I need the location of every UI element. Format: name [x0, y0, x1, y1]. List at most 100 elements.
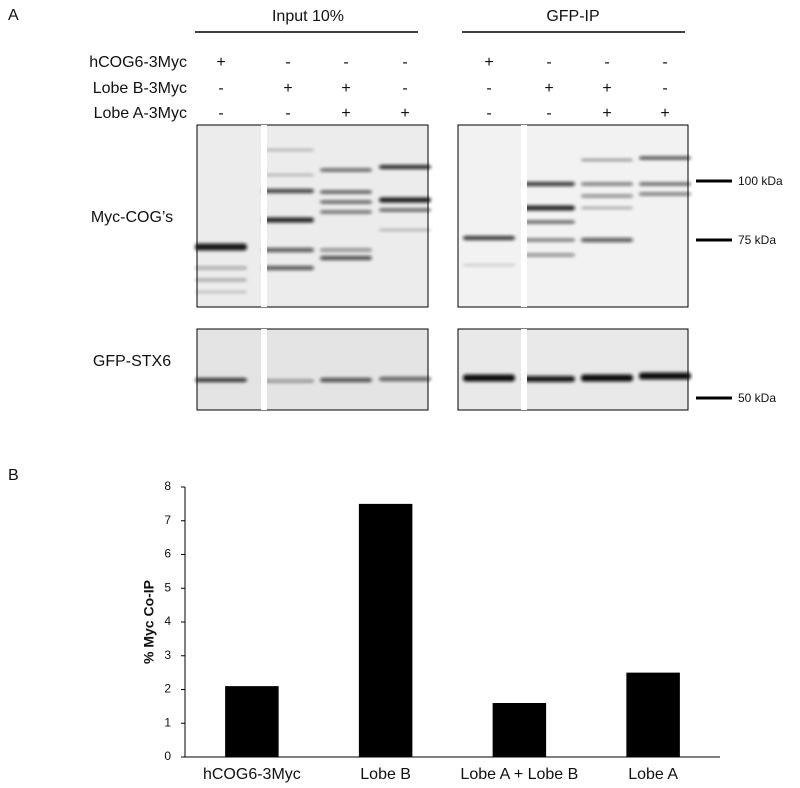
separator [261, 125, 267, 307]
row-label: hCOG6-3Myc [89, 54, 187, 71]
y-tick-label: 2 [164, 682, 171, 696]
band [320, 248, 372, 252]
band [379, 208, 431, 212]
band [379, 377, 431, 381]
band [639, 182, 691, 186]
band [195, 243, 247, 251]
panel-label: B [8, 467, 19, 484]
separator [521, 329, 527, 410]
group-title: Input 10% [272, 8, 344, 25]
y-tick-label: 6 [164, 547, 171, 561]
band [262, 217, 314, 223]
row-label: Lobe A-3Myc [94, 105, 187, 122]
band [639, 372, 691, 380]
sign: - [402, 80, 407, 97]
band [262, 189, 314, 193]
band [639, 192, 691, 196]
sign: - [218, 80, 223, 97]
bar [358, 503, 413, 757]
y-tick-label: 5 [164, 580, 171, 594]
sign: - [546, 54, 551, 71]
band [463, 374, 515, 382]
sign: + [602, 105, 611, 122]
sign: - [285, 105, 290, 122]
band [523, 220, 575, 224]
band [262, 149, 314, 151]
sign: - [604, 54, 609, 71]
sign: - [486, 80, 491, 97]
band [262, 266, 314, 270]
y-tick-label: 3 [164, 648, 171, 662]
band [523, 182, 575, 186]
sign: + [341, 105, 350, 122]
sign: + [602, 80, 611, 97]
sign: + [283, 80, 292, 97]
band [581, 159, 633, 161]
band [379, 197, 431, 203]
band [379, 229, 431, 231]
marker-label: 75 kDa [738, 233, 776, 247]
band [195, 378, 247, 382]
blot [196, 124, 429, 308]
blot [457, 124, 689, 308]
band [262, 248, 314, 252]
x-tick-label: Lobe A [628, 766, 678, 783]
sign: - [662, 54, 667, 71]
marker-label: 50 kDa [738, 391, 776, 405]
blot-label: GFP-STX6 [93, 353, 171, 370]
sign: + [484, 54, 493, 71]
panel-label: A [8, 7, 19, 24]
band [523, 238, 575, 242]
sign: + [341, 80, 350, 97]
blot-label: Myc-COG’s [91, 209, 173, 226]
x-tick-label: Lobe A + Lobe B [460, 766, 578, 783]
marker-label: 100 kDa [738, 174, 783, 188]
sign: + [400, 105, 409, 122]
band [320, 190, 372, 194]
separator [521, 125, 527, 307]
band [581, 182, 633, 186]
sign: - [662, 80, 667, 97]
band [639, 156, 691, 160]
separator [261, 329, 267, 410]
y-axis-title: % Myc Co-IP [141, 580, 157, 664]
band [195, 291, 247, 293]
y-tick-label: 1 [164, 715, 171, 729]
band [523, 253, 575, 257]
band [320, 256, 372, 260]
sign: + [660, 105, 669, 122]
group-title: GFP-IP [546, 8, 599, 25]
x-tick-label: Lobe B [360, 766, 411, 783]
band [320, 168, 372, 172]
band [523, 376, 575, 382]
sign: - [218, 105, 223, 122]
blot [196, 328, 429, 411]
band [195, 278, 247, 282]
y-tick-label: 8 [164, 479, 171, 493]
sign: + [544, 80, 553, 97]
bands [195, 149, 691, 383]
bar [492, 703, 547, 757]
band [262, 174, 314, 176]
row-label: Lobe B-3Myc [93, 80, 187, 97]
band [581, 238, 633, 242]
band [320, 378, 372, 382]
band [463, 236, 515, 240]
sign: - [486, 105, 491, 122]
sign: - [402, 54, 407, 71]
blot [457, 328, 689, 411]
band [320, 200, 372, 204]
sign: - [285, 54, 290, 71]
band [581, 374, 633, 382]
x-tick-label: hCOG6-3Myc [203, 766, 301, 783]
band [195, 266, 247, 270]
band [581, 194, 633, 198]
sign: + [216, 54, 225, 71]
sign: - [546, 105, 551, 122]
band [262, 379, 314, 383]
sign: - [343, 54, 348, 71]
band [523, 205, 575, 211]
y-tick-label: 0 [164, 749, 171, 763]
